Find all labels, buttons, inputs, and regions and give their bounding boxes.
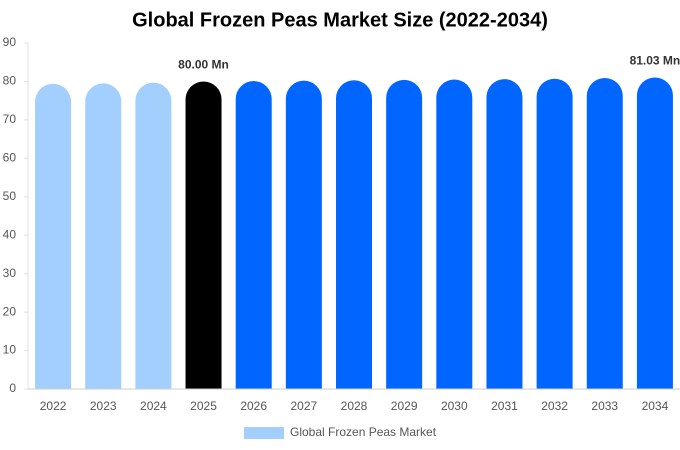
bar <box>285 80 322 390</box>
y-tick-label: 70 <box>3 112 17 126</box>
x-tick-label: 2030 <box>441 399 468 413</box>
bar <box>235 81 272 389</box>
bar <box>386 79 423 389</box>
bar <box>636 77 673 389</box>
x-tick-label: 2034 <box>642 399 669 413</box>
bar <box>135 82 172 390</box>
y-tick-label: 30 <box>3 266 17 280</box>
bar <box>536 78 573 389</box>
y-tick-label: 20 <box>3 304 17 318</box>
bar <box>85 83 122 389</box>
x-tick-label: 2023 <box>90 399 117 413</box>
x-tick-label: 2025 <box>190 399 217 413</box>
bar <box>586 77 623 390</box>
value-label: 80.00 Mn <box>178 58 229 72</box>
y-tick-label: 10 <box>3 343 17 357</box>
x-tick-label: 2031 <box>491 399 518 413</box>
bar <box>185 81 222 389</box>
bar <box>486 79 523 389</box>
y-tick-label: 90 <box>3 35 17 49</box>
y-tick-label: 0 <box>9 381 16 395</box>
chart-title: Global Frozen Peas Market Size (2022-203… <box>132 9 548 31</box>
y-tick-label: 80 <box>3 74 17 88</box>
x-tick-label: 2028 <box>341 399 368 413</box>
x-tick-label: 2027 <box>290 399 317 413</box>
bar <box>436 79 473 390</box>
x-tick-label: 2024 <box>140 399 167 413</box>
value-label: 81.03 Mn <box>630 54 680 68</box>
x-tick-label: 2032 <box>541 399 568 413</box>
bar <box>35 83 72 389</box>
y-tick-label: 40 <box>3 227 17 241</box>
legend-label: Global Frozen Peas Market <box>290 425 437 439</box>
bar <box>336 80 372 390</box>
x-tick-label: 2033 <box>591 399 618 413</box>
x-tick-label: 2022 <box>40 399 67 413</box>
x-tick-label: 2026 <box>240 399 267 413</box>
legend-swatch <box>244 427 284 439</box>
y-tick-label: 50 <box>3 189 17 203</box>
x-tick-label: 2029 <box>391 399 418 413</box>
y-tick-label: 60 <box>3 151 17 165</box>
